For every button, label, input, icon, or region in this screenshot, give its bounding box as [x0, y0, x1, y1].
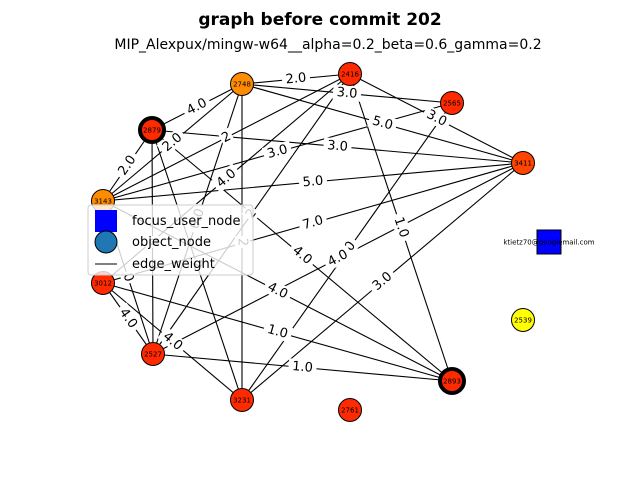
edge-label-bg	[366, 266, 398, 296]
edge-label-bg	[321, 244, 354, 272]
edge-label-bg	[281, 69, 311, 88]
edge-label-group: 7.0	[297, 211, 329, 234]
object-node-label: 2527	[144, 351, 162, 359]
edge-label-group: 1.0	[262, 320, 294, 343]
edge-label-bg	[367, 112, 399, 135]
graph-title: graph before commit 202	[198, 10, 441, 30]
edge-label-group: 3.0	[332, 84, 362, 102]
focus-user-node-label: ktietz70@googlemail.com	[503, 239, 594, 247]
graph-subtitle: MIP_Alexpux/mingw-w64__alpha=0.2_beta=0.…	[114, 37, 541, 53]
edge-label-group: 2.0	[112, 149, 142, 181]
edge-label-bg	[261, 140, 293, 163]
legend-edge-label: edge_weight	[132, 257, 215, 272]
legend-box	[87, 204, 254, 276]
edge-label: 7.0	[301, 213, 325, 233]
object-node-2748	[230, 72, 254, 96]
object-node-label: 3411	[514, 160, 532, 168]
object-node-label: 2565	[443, 100, 461, 108]
edge-label-bg	[156, 127, 188, 157]
edge-label-group: 4.0	[157, 326, 189, 356]
edge-label-group: 1.0	[389, 211, 414, 243]
edge-label-bg	[420, 104, 453, 132]
object-node-label: 2539	[514, 317, 532, 325]
object-node-2565	[440, 91, 464, 115]
edge-label-bg	[210, 163, 242, 193]
edge-label-bg	[262, 320, 294, 343]
object-node-2879	[138, 116, 166, 144]
object-node-label: 2748	[233, 81, 251, 89]
edge-label: 5.0	[302, 174, 324, 191]
edge-label-bg	[157, 326, 189, 356]
object-node-label: 3012	[94, 280, 112, 288]
edge-label-group: 5.0	[367, 112, 399, 135]
edge-label: 3.0	[327, 138, 349, 155]
legend-object-label: object_node	[132, 235, 211, 250]
legend: focus_user_node object_node edge_weight	[87, 204, 254, 276]
object-node-label: 2893	[443, 378, 461, 386]
edge-label-group: 2	[217, 127, 236, 147]
edge-label: 3.0	[336, 85, 358, 102]
object-node-3231	[230, 388, 254, 412]
object-node-2761	[338, 398, 362, 422]
edge-label-bg	[389, 211, 414, 243]
edge-label: 3.0	[266, 142, 290, 162]
edge-label-bg	[297, 211, 329, 234]
edge-label-bg	[112, 149, 142, 181]
edge-label-bg	[261, 277, 294, 304]
edge-label-group: 3.0	[322, 137, 353, 155]
legend-object-marker	[94, 230, 118, 254]
edge-label-group: 3.0	[261, 140, 293, 163]
edge-label: 2.0	[285, 71, 307, 88]
edge-label: 1.0	[292, 359, 314, 376]
edge-label-group: 3.0	[366, 266, 398, 296]
legend-focus-user-marker	[95, 210, 117, 232]
edge-label-group: 4.0	[261, 277, 294, 304]
edge-label-bg	[180, 93, 213, 120]
edge-label-bg	[114, 302, 143, 334]
edge-label-bg	[322, 137, 353, 155]
edge-label-group: 2.0	[281, 69, 311, 88]
object-node-2893	[438, 367, 466, 395]
edge-label-group: 5.0	[298, 172, 328, 191]
edge-label-bg	[332, 84, 362, 102]
object-node-label: 3143	[94, 198, 112, 206]
focus-user-node	[536, 229, 562, 255]
edge-label-group: 4.0	[180, 93, 213, 120]
object-node-label: 2761	[341, 407, 359, 415]
object-node-2527	[141, 342, 165, 366]
edge-label-bg	[298, 172, 328, 191]
edge-label-group: 1.0	[287, 358, 318, 376]
object-node-label: 2416	[341, 71, 359, 79]
edge-label-group: 4.0	[286, 240, 318, 270]
legend-focus-user-label: focus_user_node	[132, 214, 241, 229]
object-node-2416	[338, 62, 362, 86]
edge-label-bg	[286, 240, 318, 270]
edge-label-bg	[287, 358, 318, 376]
edge-label: 5.0	[371, 113, 395, 133]
edge-label: 1.0	[266, 322, 290, 342]
object-node-2539	[511, 308, 535, 332]
edge-label: 1.0	[391, 215, 412, 239]
object-node-label: 3231	[233, 397, 251, 405]
object-node-label: 2879	[143, 127, 161, 135]
edge-labels-layer: 2.04.05.02.026.03.023.01.04.023.04.02.04…	[112, 69, 453, 376]
object-node-3411	[511, 151, 535, 175]
edge-label-bg	[217, 127, 236, 147]
